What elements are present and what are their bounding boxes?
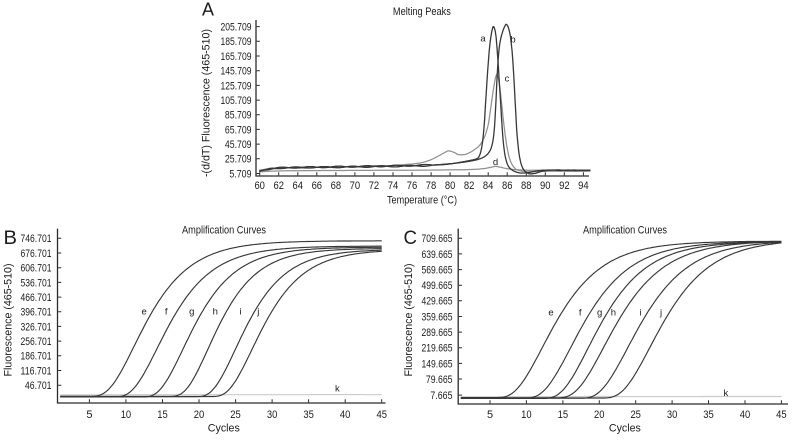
svg-text:c: c (505, 74, 510, 85)
svg-text:46.701: 46.701 (25, 380, 52, 392)
svg-text:5: 5 (487, 409, 493, 421)
svg-text:Melting Peaks: Melting Peaks (393, 6, 451, 18)
svg-text:g: g (597, 308, 602, 319)
svg-text:40: 40 (740, 409, 751, 421)
svg-text:125.709: 125.709 (221, 80, 252, 92)
svg-text:82: 82 (464, 180, 475, 192)
svg-text:10: 10 (521, 409, 532, 421)
svg-text:40: 40 (340, 409, 351, 421)
svg-text:149.665: 149.665 (422, 358, 453, 370)
svg-text:h: h (213, 307, 218, 318)
svg-text:j: j (256, 307, 259, 318)
svg-text:30: 30 (267, 409, 278, 421)
svg-text:499.665: 499.665 (422, 280, 453, 292)
svg-text:Temperature (°C): Temperature (°C) (387, 195, 457, 207)
svg-text:35: 35 (303, 409, 314, 421)
svg-text:80: 80 (445, 180, 456, 192)
svg-text:66: 66 (312, 180, 323, 192)
svg-text:d: d (493, 157, 498, 168)
svg-text:5: 5 (86, 409, 92, 421)
svg-text:185.709: 185.709 (221, 36, 252, 48)
svg-text:536.701: 536.701 (21, 277, 52, 289)
svg-text:Cycles: Cycles (208, 422, 240, 434)
svg-text:186.701: 186.701 (21, 351, 52, 363)
svg-text:105.709: 105.709 (221, 95, 252, 107)
svg-text:20: 20 (594, 409, 605, 421)
svg-text:90: 90 (540, 180, 551, 192)
svg-text:Cycles: Cycles (609, 422, 641, 434)
svg-text:g: g (189, 307, 194, 318)
svg-text:256.701: 256.701 (21, 336, 52, 348)
svg-text:j: j (659, 308, 662, 319)
svg-text:a: a (480, 34, 486, 45)
svg-text:359.665: 359.665 (422, 311, 453, 323)
svg-text:10: 10 (121, 409, 132, 421)
svg-text:45: 45 (376, 409, 387, 421)
svg-text:72: 72 (369, 180, 380, 192)
svg-text:k: k (335, 384, 340, 395)
svg-text:68: 68 (331, 180, 342, 192)
svg-text:20: 20 (194, 409, 205, 421)
svg-text:25: 25 (230, 409, 241, 421)
svg-text:86: 86 (502, 180, 513, 192)
svg-text:b: b (510, 35, 515, 46)
svg-text:5.709: 5.709 (229, 168, 251, 180)
svg-text:-(d/dT) Fluorescence (465-510): -(d/dT) Fluorescence (465-510) (201, 29, 213, 177)
svg-text:7.665: 7.665 (430, 390, 452, 402)
svg-text:326.701: 326.701 (21, 321, 52, 333)
svg-text:709.665: 709.665 (422, 233, 453, 245)
svg-text:145.709: 145.709 (221, 66, 252, 78)
svg-text:116.701: 116.701 (21, 365, 52, 377)
svg-text:Fluorescence (465-510): Fluorescence (465-510) (3, 264, 15, 377)
svg-text:Amplification Curves: Amplification Curves (182, 225, 266, 237)
svg-text:219.665: 219.665 (422, 343, 453, 355)
svg-text:289.665: 289.665 (422, 327, 453, 339)
svg-text:Amplification Curves: Amplification Curves (583, 225, 667, 237)
svg-text:74: 74 (388, 180, 399, 192)
svg-text:25: 25 (630, 409, 641, 421)
svg-text:78: 78 (426, 180, 437, 192)
svg-text:85.709: 85.709 (225, 110, 252, 122)
svg-text:35: 35 (703, 409, 714, 421)
svg-text:639.665: 639.665 (422, 249, 453, 261)
svg-text:205.709: 205.709 (221, 22, 252, 34)
svg-text:606.701: 606.701 (21, 263, 52, 275)
svg-text:65.709: 65.709 (225, 124, 252, 136)
svg-text:88: 88 (521, 180, 532, 192)
svg-text:60: 60 (254, 180, 265, 192)
svg-text:e: e (548, 308, 553, 319)
svg-text:92: 92 (559, 180, 570, 192)
svg-text:25.709: 25.709 (225, 154, 252, 166)
svg-text:79.665: 79.665 (426, 374, 453, 386)
svg-text:676.701: 676.701 (21, 248, 52, 260)
svg-text:746.701: 746.701 (21, 233, 52, 245)
svg-text:569.665: 569.665 (422, 264, 453, 276)
svg-text:f: f (165, 307, 168, 318)
svg-text:76: 76 (407, 180, 418, 192)
svg-text:C: C (404, 228, 418, 249)
svg-text:Fluorescence (465-510): Fluorescence (465-510) (403, 264, 415, 377)
svg-text:B: B (4, 228, 18, 249)
svg-text:15: 15 (558, 409, 569, 421)
svg-text:e: e (142, 307, 147, 318)
svg-text:45.709: 45.709 (225, 139, 252, 151)
svg-text:30: 30 (667, 409, 678, 421)
svg-text:k: k (724, 388, 729, 399)
svg-text:64: 64 (293, 180, 304, 192)
svg-text:f: f (579, 308, 582, 319)
svg-text:62: 62 (273, 180, 284, 192)
svg-text:70: 70 (350, 180, 361, 192)
svg-text:84: 84 (483, 180, 494, 192)
svg-text:i: i (239, 307, 241, 318)
svg-text:429.665: 429.665 (422, 296, 453, 308)
svg-text:i: i (639, 308, 641, 319)
svg-text:396.701: 396.701 (21, 307, 52, 319)
svg-text:15: 15 (157, 409, 168, 421)
svg-text:165.709: 165.709 (221, 51, 252, 63)
svg-text:45: 45 (776, 409, 787, 421)
svg-text:h: h (611, 308, 616, 319)
svg-text:A: A (202, 0, 214, 20)
svg-text:466.701: 466.701 (21, 292, 52, 304)
svg-text:94: 94 (578, 180, 589, 192)
